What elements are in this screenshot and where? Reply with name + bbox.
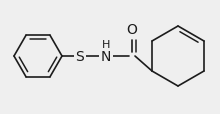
Text: O: O — [126, 23, 138, 37]
Text: N: N — [101, 50, 111, 63]
Text: S: S — [76, 50, 84, 63]
Text: H: H — [102, 40, 110, 50]
